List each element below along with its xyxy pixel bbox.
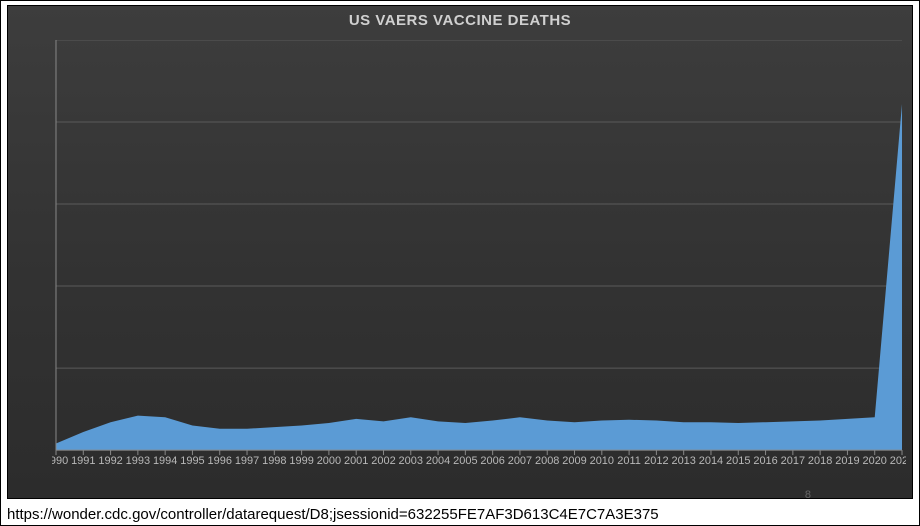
svg-text:2017: 2017: [781, 455, 805, 467]
svg-text:2018: 2018: [808, 455, 832, 467]
slide-container: US VAERS VACCINE DEATHS 0500100015002000…: [0, 0, 920, 526]
svg-text:1995: 1995: [180, 455, 204, 467]
svg-text:2012: 2012: [644, 455, 668, 467]
page-number: 8: [805, 489, 811, 501]
svg-text:2003: 2003: [399, 455, 423, 467]
svg-text:2008: 2008: [535, 455, 559, 467]
svg-text:2005: 2005: [453, 455, 477, 467]
plot-area: 0500100015002000250019901991199219931994…: [52, 40, 906, 468]
svg-text:2021: 2021: [890, 455, 906, 467]
svg-text:2007: 2007: [508, 455, 532, 467]
chart-title: US VAERS VACCINE DEATHS: [8, 12, 912, 29]
svg-text:1998: 1998: [262, 455, 286, 467]
source-url: https://wonder.cdc.gov/controller/datare…: [7, 506, 659, 523]
svg-text:2014: 2014: [699, 455, 723, 467]
svg-text:1993: 1993: [126, 455, 150, 467]
svg-text:2019: 2019: [835, 455, 859, 467]
svg-text:2016: 2016: [753, 455, 777, 467]
svg-text:2000: 2000: [317, 455, 341, 467]
chart-frame: US VAERS VACCINE DEATHS 0500100015002000…: [7, 5, 913, 499]
svg-text:2009: 2009: [562, 455, 586, 467]
svg-text:2004: 2004: [426, 455, 450, 467]
svg-text:2011: 2011: [617, 455, 641, 467]
svg-text:1991: 1991: [71, 455, 95, 467]
svg-text:1992: 1992: [98, 455, 122, 467]
svg-text:2013: 2013: [671, 455, 695, 467]
svg-text:2002: 2002: [371, 455, 395, 467]
svg-text:1996: 1996: [208, 455, 232, 467]
svg-text:2006: 2006: [480, 455, 504, 467]
svg-text:1997: 1997: [235, 455, 259, 467]
svg-text:1999: 1999: [289, 455, 313, 467]
area-chart-svg: 0500100015002000250019901991199219931994…: [52, 40, 906, 468]
svg-text:2010: 2010: [590, 455, 614, 467]
svg-text:1990: 1990: [52, 455, 68, 467]
svg-text:2001: 2001: [344, 455, 368, 467]
svg-text:1994: 1994: [153, 455, 177, 467]
svg-text:2015: 2015: [726, 455, 750, 467]
svg-text:2020: 2020: [863, 455, 887, 467]
